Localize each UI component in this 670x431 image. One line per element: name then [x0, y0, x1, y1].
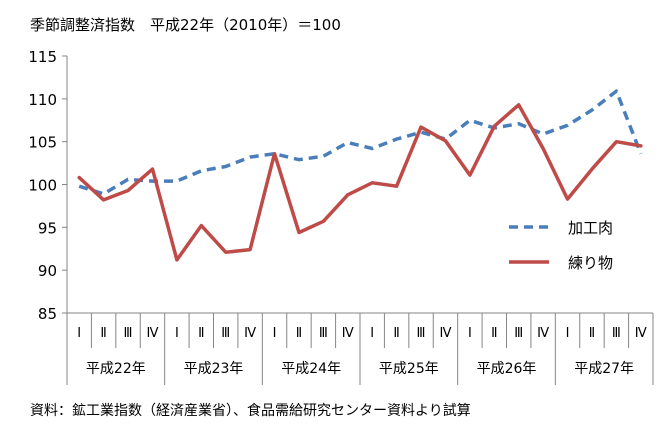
quarter-label: Ⅲ	[417, 326, 426, 341]
year-label: 平成24年	[281, 361, 341, 377]
quarter-label: Ⅲ	[514, 326, 523, 341]
legend-label-processed-meat: 加工肉	[568, 219, 613, 237]
quarter-label: Ⅱ	[393, 326, 399, 341]
year-label: 平成26年	[477, 361, 537, 377]
quarter-label: Ⅳ	[635, 326, 647, 341]
quarter-label: Ⅳ	[146, 326, 158, 341]
quarter-label: Ⅳ	[537, 326, 549, 341]
year-label: 平成25年	[379, 361, 439, 377]
quarter-label: Ⅰ	[77, 326, 81, 341]
quarter-label: Ⅰ	[175, 326, 179, 341]
y-tick-label: 90	[38, 262, 57, 280]
legend-label-fish-paste: 練り物	[568, 254, 613, 272]
y-tick-label: 105	[28, 134, 57, 152]
source-note: 資料：鉱工業指数（経済産業省）、食品需給研究センター資料より試算	[30, 402, 471, 419]
year-label: 平成27年	[574, 361, 634, 377]
year-label: 平成22年	[86, 361, 146, 377]
y-tick-label: 85	[38, 305, 57, 323]
series-line-fish-paste	[77, 103, 643, 262]
series-line-processed-meat	[78, 89, 643, 196]
quarter-label: Ⅲ	[319, 326, 328, 341]
quarter-label: Ⅱ	[491, 326, 497, 341]
quarter-label: Ⅱ	[198, 326, 204, 341]
quarter-label: Ⅳ	[439, 326, 451, 341]
series-lines	[77, 89, 643, 262]
quarter-label: Ⅱ	[296, 326, 302, 341]
quarter-label: Ⅳ	[244, 326, 256, 341]
year-labels: 平成22年 平成23年 平成24年 平成25年 平成26年 平成27年	[86, 361, 634, 377]
quarter-label: Ⅱ	[589, 326, 595, 341]
year-label: 平成23年	[184, 361, 244, 377]
quarter-label: Ⅲ	[612, 326, 621, 341]
quarter-label: Ⅱ	[100, 326, 106, 341]
chart-title: 季節調整済指数 平成22年（2010年）＝100	[30, 16, 341, 34]
quarter-label: Ⅲ	[124, 326, 133, 341]
y-tick-label: 95	[38, 219, 57, 237]
quarter-label: Ⅰ	[468, 326, 472, 341]
y-tick-label: 115	[28, 48, 57, 66]
quarter-label: Ⅰ	[566, 326, 570, 341]
legend: 加工肉 練り物	[509, 219, 613, 272]
y-tick-label: 100	[28, 177, 57, 195]
quarter-label: Ⅲ	[221, 326, 230, 341]
y-tick-label: 110	[28, 91, 57, 109]
quarter-label: Ⅰ	[273, 326, 277, 341]
quarter-label: Ⅳ	[342, 326, 354, 341]
y-tick-labels: 85 90 95 100 105 110 115	[28, 48, 67, 323]
quarter-label: Ⅰ	[370, 326, 374, 341]
